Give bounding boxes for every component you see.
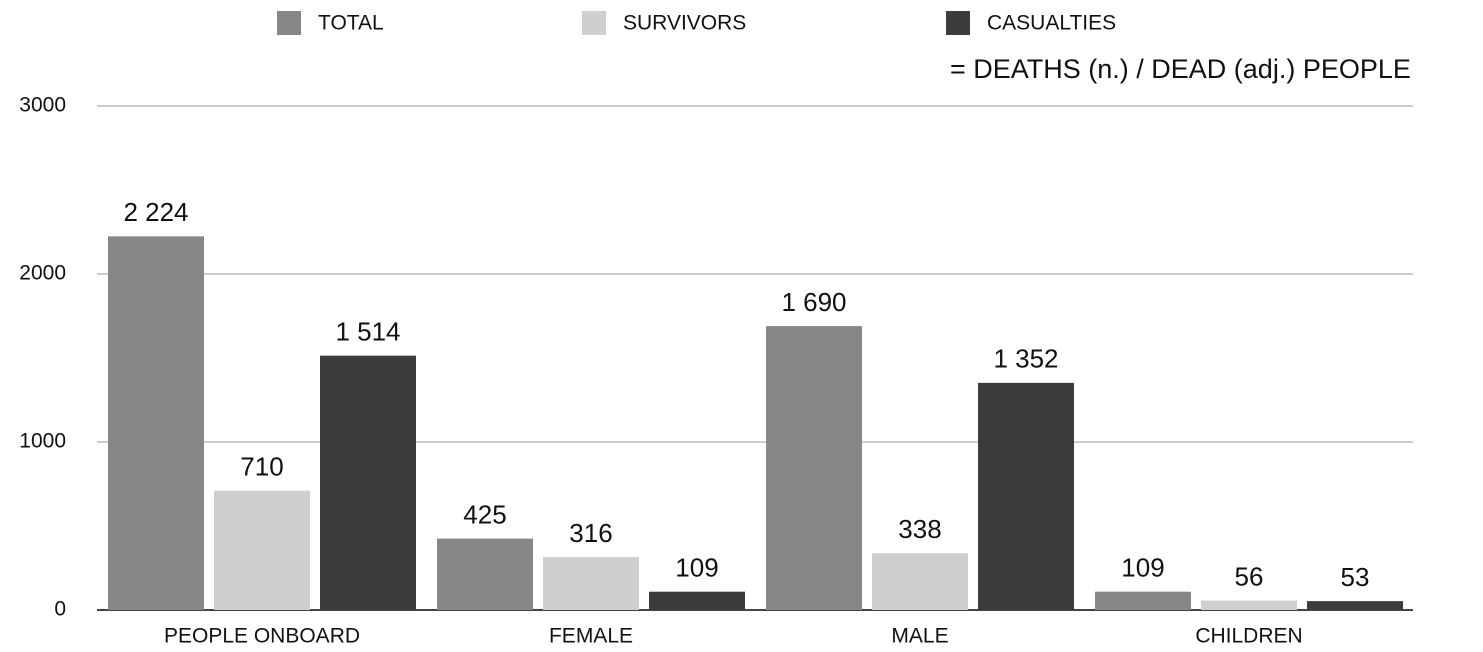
bar (872, 553, 968, 610)
legend-swatch (277, 11, 301, 35)
legend-swatch (946, 11, 970, 35)
x-tick-label: MALE (891, 625, 948, 648)
data-label: 1 352 (993, 344, 1058, 374)
legend-label: SURVIVORS (623, 12, 746, 35)
x-tick-label: PEOPLE ONBOARD (164, 625, 360, 648)
bar (437, 538, 533, 610)
y-tick-label: 3000 (19, 94, 66, 117)
x-tick-label: CHILDREN (1195, 625, 1302, 648)
bar (320, 355, 416, 610)
annotation: = DEATHS (n.) / DEAD (adj.) PEOPLE (950, 54, 1411, 84)
legend-label: CASUALTIES (987, 12, 1116, 35)
bar (543, 556, 639, 610)
bar (766, 326, 862, 610)
data-label: 2 224 (123, 197, 188, 227)
y-tick-label: 0 (54, 598, 66, 621)
data-label: 56 (1235, 561, 1264, 591)
data-label: 109 (1121, 553, 1164, 583)
data-label: 316 (569, 518, 612, 548)
data-label: 338 (898, 514, 941, 544)
bar (978, 382, 1074, 610)
data-label: 1 514 (335, 317, 400, 347)
data-label: 109 (675, 553, 718, 583)
y-tick-label: 2000 (19, 262, 66, 285)
bar (214, 490, 310, 610)
bar (108, 236, 204, 611)
y-tick-label: 1000 (19, 430, 66, 453)
data-label: 425 (463, 499, 506, 529)
legend-label: TOTAL (318, 12, 384, 35)
data-label: 53 (1341, 562, 1370, 592)
legend-swatch (582, 11, 606, 35)
bar (649, 591, 745, 610)
bar (1307, 601, 1403, 610)
data-label: 710 (240, 452, 283, 482)
bar (1201, 600, 1297, 610)
bar (1095, 591, 1191, 610)
x-tick-label: FEMALE (549, 625, 633, 648)
data-label: 1 690 (781, 287, 846, 317)
